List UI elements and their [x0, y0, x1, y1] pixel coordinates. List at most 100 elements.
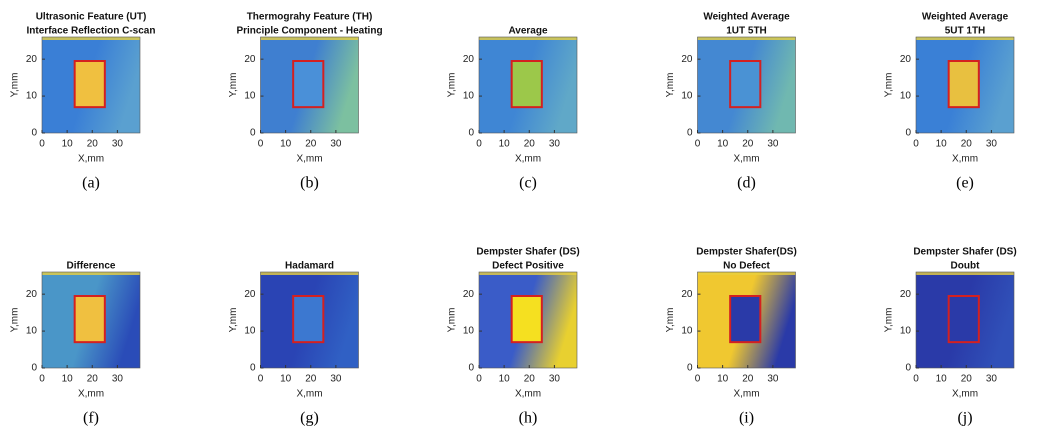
- defect-area: [293, 296, 323, 342]
- top-strip: [479, 272, 577, 275]
- panel-title: Weighted Average: [703, 12, 790, 23]
- panel: 010203001020X,mmY,mmWeighted Average5UT …: [884, 12, 1014, 192]
- y-tick-label: 0: [687, 128, 693, 139]
- y-tick-label: 10: [463, 91, 475, 102]
- defect-area: [730, 61, 760, 107]
- defect-area: [949, 296, 979, 342]
- top-strip: [261, 37, 359, 40]
- panel-caption: (j): [957, 410, 972, 427]
- x-tick-label: 30: [986, 374, 998, 385]
- defect-area: [75, 61, 105, 107]
- panel-subtitle: Doubt: [951, 261, 981, 272]
- x-axis-label: X,mm: [733, 154, 759, 165]
- y-tick-label: 20: [26, 289, 38, 300]
- y-tick-label: 0: [31, 128, 37, 139]
- panel: 0 10 20 30 0 10 20 X,mm Y,mm Dempster Shafer (DS)…: [884, 247, 1017, 427]
- panel-caption: (h): [519, 410, 538, 427]
- x-tick-label: 10: [280, 139, 292, 150]
- top-strip: [479, 37, 577, 40]
- panel: 010203001020X,mmY,mmDempster Shafer (DS)…: [447, 247, 580, 427]
- y-tick-label: 10: [244, 91, 256, 102]
- x-axis-label: X,mm: [296, 154, 322, 165]
- x-tick-label: 0: [39, 374, 45, 385]
- panel-caption: (i): [739, 410, 754, 427]
- y-tick-label: 20: [900, 54, 912, 65]
- x-tick-label: 20: [87, 374, 99, 385]
- x-tick-label: 20: [961, 374, 973, 385]
- y-tick-label: 0: [905, 363, 911, 374]
- x-tick-label: 20: [524, 139, 536, 150]
- y-axis-label: Y,mm: [10, 308, 21, 333]
- panel-subtitle: Principle Component - Heating: [236, 26, 382, 37]
- y-tick-label: 10: [26, 326, 38, 337]
- y-axis-label: Y,mm: [884, 308, 895, 333]
- y-tick-label: 20: [463, 289, 475, 300]
- y-axis-label: Y,mm: [228, 308, 239, 333]
- y-tick-label: 0: [468, 128, 474, 139]
- x-tick-label: 0: [695, 374, 701, 385]
- x-tick-label: 30: [767, 139, 779, 150]
- y-tick-label: 10: [463, 326, 475, 337]
- y-tick-label: 20: [244, 54, 256, 65]
- y-tick-label: 0: [250, 363, 256, 374]
- x-axis-label: X,mm: [952, 389, 978, 400]
- panel-caption: (f): [83, 410, 99, 427]
- defect-area: [512, 296, 542, 342]
- y-tick-label: 0: [250, 128, 256, 139]
- panel-title: Hadamard: [285, 261, 334, 272]
- y-tick-label: 0: [468, 363, 474, 374]
- defect-area: [949, 61, 979, 107]
- y-tick-label: 10: [26, 91, 38, 102]
- y-axis-label: Y,mm: [665, 73, 676, 98]
- x-axis-label: X,mm: [952, 154, 978, 165]
- top-strip: [698, 37, 796, 40]
- panel-caption: (a): [82, 175, 100, 192]
- defect-area: [75, 296, 105, 342]
- panel-caption: (d): [737, 175, 756, 192]
- panel-subtitle: No Defect: [723, 261, 770, 272]
- x-tick-label: 0: [258, 374, 264, 385]
- panel-title: Difference: [67, 261, 116, 272]
- x-tick-label: 0: [913, 139, 919, 150]
- y-tick-label: 0: [31, 363, 37, 374]
- panel-subtitle: 1UT 5TH: [726, 26, 767, 37]
- panel-subtitle: Defect Positive: [492, 261, 564, 272]
- x-tick-label: 10: [936, 374, 948, 385]
- y-tick-label: 10: [681, 91, 693, 102]
- defect-area: [512, 61, 542, 107]
- panel-title: Dempster Shafer (DS): [913, 247, 1016, 258]
- panel-caption: (b): [300, 175, 319, 192]
- x-tick-label: 0: [476, 374, 482, 385]
- y-axis-label: Y,mm: [10, 73, 21, 98]
- y-tick-label: 0: [687, 363, 693, 374]
- panel-caption: (c): [519, 175, 537, 192]
- x-tick-label: 20: [742, 374, 754, 385]
- y-tick-label: 0: [905, 128, 911, 139]
- x-tick-label: 10: [717, 139, 729, 150]
- x-tick-label: 0: [258, 139, 264, 150]
- y-tick-label: 10: [900, 326, 912, 337]
- x-axis-label: X,mm: [515, 154, 541, 165]
- x-tick-label: 10: [280, 374, 292, 385]
- y-tick-label: 20: [244, 289, 256, 300]
- x-axis-label: X,mm: [78, 154, 104, 165]
- panel-title: Ultrasonic Feature (UT): [36, 12, 147, 23]
- top-strip: [42, 272, 140, 275]
- y-tick-label: 10: [681, 326, 693, 337]
- x-tick-label: 30: [549, 139, 561, 150]
- x-tick-label: 30: [986, 139, 998, 150]
- y-tick-label: 20: [463, 54, 475, 65]
- y-tick-label: 10: [900, 91, 912, 102]
- x-tick-label: 0: [913, 374, 919, 385]
- figure: 0 10 20 30 0 10 20 X,mm Y,mm Ultrasonic Feature (…: [0, 0, 1043, 430]
- x-tick-label: 20: [87, 139, 99, 150]
- y-tick-label: 20: [900, 289, 912, 300]
- x-tick-label: 10: [499, 374, 511, 385]
- top-strip: [916, 37, 1014, 40]
- panel: 010203001020X,mmY,mmDifference(f): [10, 261, 140, 427]
- x-tick-label: 10: [62, 374, 74, 385]
